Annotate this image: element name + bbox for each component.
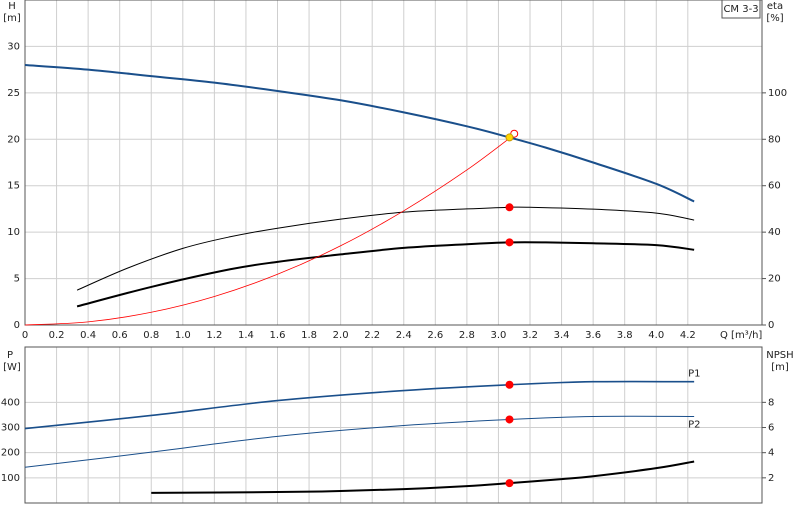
y2-axis-unit: [m]	[771, 362, 789, 373]
operating-point	[505, 203, 514, 212]
x-tick-label: 3.8	[617, 330, 633, 341]
y-tick-label: 20	[7, 134, 20, 145]
series-label: P2	[688, 419, 700, 430]
model-label: CM 3-3	[723, 4, 758, 15]
x-tick-label: 1.2	[206, 330, 222, 341]
y2-tick-label: 6	[768, 423, 774, 434]
x-tick-label: 0.6	[112, 330, 128, 341]
x-tick-label: 1.0	[175, 330, 191, 341]
y2-axis-label: NPSH	[766, 350, 793, 361]
curve	[151, 460, 695, 494]
y-tick-label: 10	[7, 227, 20, 238]
plot-frame	[24, 346, 763, 504]
operating-point	[505, 133, 514, 142]
plot-frame	[24, 0, 763, 326]
y-tick-label: 0	[14, 320, 20, 331]
y2-tick-label: 60	[768, 181, 781, 192]
x-tick-label: 3.4	[554, 330, 570, 341]
y2-tick-label: 8	[768, 397, 774, 408]
curve	[24, 380, 695, 430]
operating-point	[505, 479, 514, 488]
operating-point	[505, 238, 514, 247]
y-tick-label: 15	[7, 181, 20, 192]
model-box	[721, 0, 761, 19]
x-tick-label: 2.0	[333, 330, 349, 341]
y-tick-label: 30	[7, 41, 20, 52]
y2-tick-label: 100	[768, 88, 787, 99]
x-tick-label: 0	[22, 330, 28, 341]
x-tick-label: 0.8	[143, 330, 159, 341]
curve	[24, 64, 695, 203]
y-tick-label: 300	[1, 423, 20, 434]
x-tick-label: 4.0	[648, 330, 664, 341]
y2-tick-label: 80	[768, 134, 781, 145]
y-tick-label: 400	[1, 397, 20, 408]
y2-tick-label: 4	[768, 448, 774, 459]
x-tick-label: 2.2	[364, 330, 380, 341]
x-axis-label: Q [m³/h]	[720, 330, 762, 341]
x-tick-label: 1.6	[270, 330, 286, 341]
y-axis-unit: [m]	[3, 13, 21, 24]
x-tick-label: 3.0	[490, 330, 506, 341]
curve	[24, 134, 515, 326]
y2-axis-label: eta	[767, 1, 783, 12]
x-tick-label: 2.8	[459, 330, 475, 341]
x-tick-label: 2.6	[427, 330, 443, 341]
y2-tick-label: 0	[768, 320, 774, 331]
series-label: P1	[688, 369, 700, 380]
y-tick-label: 200	[1, 448, 20, 459]
x-tick-label: 0.2	[49, 330, 65, 341]
operating-point	[505, 380, 514, 389]
y2-tick-label: 20	[768, 274, 781, 285]
x-tick-label: 3.2	[522, 330, 538, 341]
curve	[76, 241, 695, 308]
curve	[24, 415, 695, 468]
x-tick-label: 2.4	[396, 330, 412, 341]
y2-tick-label: 40	[768, 227, 781, 238]
y-axis-unit: [W]	[3, 362, 21, 373]
y-tick-label: 100	[1, 473, 20, 484]
x-tick-label: 0.4	[80, 330, 96, 341]
x-tick-label: 4.2	[680, 330, 696, 341]
y-tick-label: 5	[14, 274, 20, 285]
operating-point	[505, 415, 514, 424]
curve	[76, 206, 695, 291]
y2-tick-label: 2	[768, 473, 774, 484]
y-axis-label: H	[8, 1, 16, 12]
x-tick-label: 1.8	[301, 330, 317, 341]
x-tick-label: 1.4	[238, 330, 254, 341]
y2-axis-unit: [%]	[766, 13, 783, 24]
y-axis-label: P	[7, 350, 13, 361]
y-tick-label: 25	[7, 88, 20, 99]
x-tick-label: 3.6	[585, 330, 601, 341]
